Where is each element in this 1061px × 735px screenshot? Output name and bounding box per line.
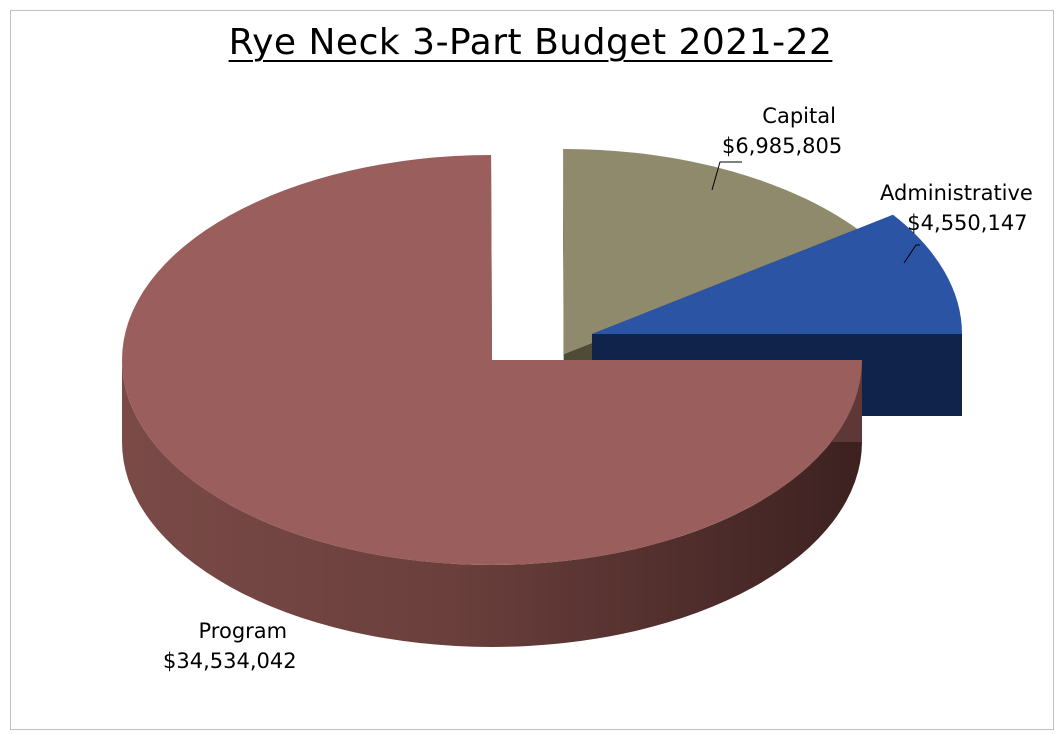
slice-label-program: Program $34,534,042 (163, 616, 297, 676)
program-outer-side (122, 360, 862, 647)
capital-leader-line (711, 161, 742, 191)
slice-label-administrative: Administrative $4,550,147 (880, 178, 1033, 238)
program-value: $34,534,042 (163, 649, 297, 673)
capital-name: Capital (762, 104, 836, 128)
program-slice (122, 155, 862, 566)
administrative-leader-line (903, 244, 920, 264)
capital-slice (563, 149, 866, 354)
chart-title: Rye Neck 3-Part Budget 2021-22 (228, 22, 833, 63)
administrative-slice (592, 214, 962, 334)
capital-value: $6,985,805 (722, 134, 843, 158)
program-name: Program (198, 619, 288, 643)
administrative-value: $4,550,147 (907, 211, 1028, 235)
administrative-name: Administrative (880, 181, 1033, 205)
slice-label-capital: Capital $6,985,805 (722, 101, 842, 161)
